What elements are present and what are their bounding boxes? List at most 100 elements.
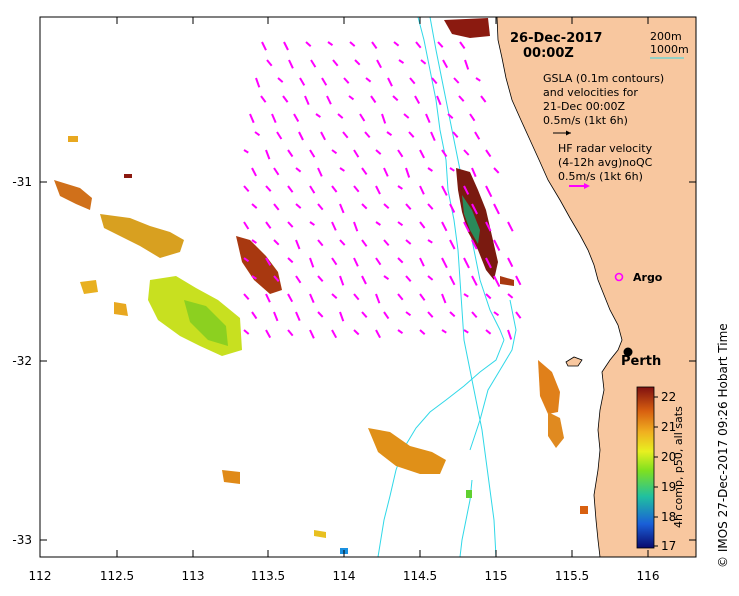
hf-vector [271,113,277,123]
hf-vector [331,149,338,155]
hf-vector [381,113,387,124]
hf-vector [463,149,470,156]
hf-vector [405,167,411,178]
hf-vector [449,239,456,250]
x-tick-label: 115.5 [555,569,589,583]
hf-vector [287,257,294,264]
hf-vector [427,239,433,244]
rottnest-island [565,356,583,367]
hf-vector [337,113,344,119]
hf-vector [507,221,514,232]
hf-vector [293,113,300,122]
x-tick-labels: 112 112.5 113 113.5 114 114.5 115 115.5 … [29,569,660,583]
contour-legend-1000m: 1000m [650,43,689,56]
hf-vector [304,95,310,105]
plot-frame [39,16,697,558]
hf-vector [320,131,326,141]
hf-vector [397,221,404,227]
hf-vector [447,113,454,120]
hf-vector [321,77,328,86]
hf-vector [515,275,522,286]
hf-legend-line1: HF radar velocity [558,142,653,155]
hf-vector [459,41,466,49]
hf-vector [364,131,371,139]
hf-vector [342,131,349,139]
hf-vector [449,311,456,318]
hf-vector [375,329,381,339]
hf-vector [295,203,302,209]
hf-vector [276,131,283,140]
hf-vector [265,185,272,192]
hf-vector [507,293,514,299]
hf-vector [273,167,280,176]
hf-vector [405,203,412,210]
hf-vector [309,293,315,303]
hf-vector [282,95,289,103]
hf-vector [339,311,345,322]
hf-vector [471,275,478,286]
hf-vector [475,77,481,82]
y-tick-labels: -31 -32 -33 [12,175,32,547]
hf-vector [339,239,346,246]
x-tick-label: 114 [333,569,356,583]
hf-vector [309,329,315,339]
hf-vector [414,95,421,104]
hf-vector [383,239,390,247]
argo-label: Argo [633,271,663,284]
hf-vector [254,131,261,137]
hf-vector [287,221,294,228]
hf-radar-vectors [243,41,522,340]
hf-vector [449,275,456,286]
hf-vector [463,185,470,195]
hf-vector [474,131,481,140]
x-tick-label: 112 [29,569,52,583]
hf-vector [408,131,415,138]
hf-vector [265,293,271,303]
hf-vector [485,257,492,269]
hf-vector [243,185,250,193]
x-tick-label: 113.5 [251,569,285,583]
hf-vector [273,275,280,282]
gsla-legend-line2: and velocities for [543,86,638,99]
hf-vector [419,149,425,159]
hf-vector [326,95,332,105]
hf-vector [370,95,377,104]
hf-vector [265,257,272,266]
hf-vector [287,293,294,303]
hf-vector [397,293,404,301]
hf-vector [251,167,257,177]
hf-vector [437,41,444,48]
hf-vector [361,239,368,247]
x-tick-label: 112.5 [100,569,134,583]
hf-vector [331,293,338,300]
hf-vector [387,77,393,87]
hf-vector [287,185,294,193]
hf-vector [493,275,501,288]
hf-vector [375,149,382,155]
hf-vector [273,239,280,246]
hf-vector [273,203,280,211]
hf-vector [485,185,493,198]
hf-vector [295,275,302,284]
hf-vector [441,329,447,334]
hf-vector [266,59,273,67]
hf-vector [315,113,321,118]
hf-vector [431,77,438,85]
hf-vector [277,77,284,83]
hf-vector [298,131,304,141]
hf-vector [309,185,316,194]
hf-vector [452,131,459,138]
hf-vector [353,149,360,158]
argo-marker: Argo [614,271,663,284]
hf-vector [339,167,345,172]
hf-vector [427,311,434,318]
hf-vector [354,59,361,66]
hf-vector [405,239,412,245]
hf-vector [403,113,410,119]
hf-legend-line2: (4-12h avg)noQC [558,156,653,169]
gsla-legend-line3: 21-Dec 00:00Z [543,100,625,113]
colorbar: 22 21 20 19 18 17 4h comp, p50, all sats [636,386,685,553]
colorbar-tick: 18 [661,510,676,524]
title-time: 00:00Z [523,46,574,61]
